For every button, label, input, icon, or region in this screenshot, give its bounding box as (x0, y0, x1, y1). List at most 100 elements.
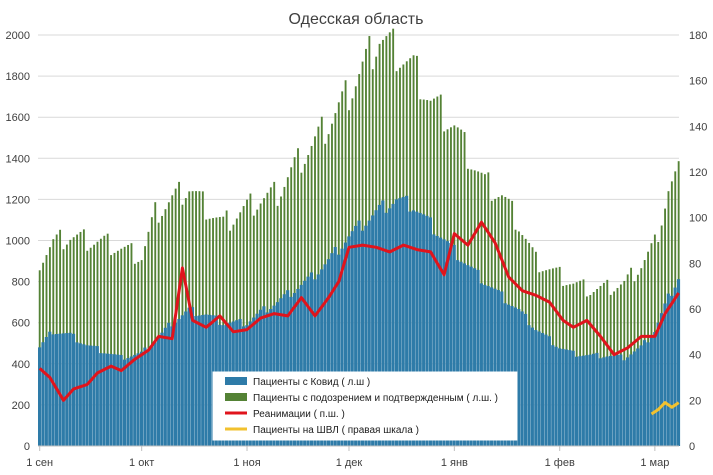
bar-suspected (164, 209, 167, 446)
bar-covid (184, 311, 188, 446)
bar-covid (456, 260, 460, 446)
bar-covid (95, 346, 99, 446)
bar-covid (394, 199, 398, 446)
bar-covid (415, 211, 419, 446)
bar-covid (439, 237, 443, 446)
y-tick-label-right: 100 (689, 213, 707, 225)
bar-covid (139, 351, 144, 446)
bar-covid (330, 253, 334, 446)
bar-covid (180, 315, 184, 446)
bar-covid (78, 343, 82, 446)
x-tick-label: 1 янв (441, 457, 468, 469)
bar-covid (347, 236, 351, 446)
bar-covid (473, 268, 477, 446)
bar-covid (432, 234, 436, 446)
x-tick-label: 1 сен (26, 457, 53, 469)
bar-covid (360, 230, 365, 446)
bar-covid (105, 353, 110, 446)
bar-covid (156, 337, 161, 446)
bar-covid (153, 342, 157, 446)
bar-covid (656, 322, 660, 446)
legend-swatch (225, 393, 247, 401)
bar-suspected (106, 233, 109, 446)
bar-covid (41, 342, 45, 446)
bar-covid (190, 307, 195, 446)
bar-suspected (110, 255, 113, 446)
bar-covid (357, 220, 361, 446)
bar-covid (364, 225, 368, 446)
bar-covid (574, 356, 579, 446)
bar-suspected (246, 199, 248, 446)
bar-covid (316, 274, 320, 446)
y-tick-label-right: 160 (689, 76, 707, 88)
bar-covid (479, 283, 483, 446)
bar-covid (197, 315, 201, 446)
bar-covid (75, 342, 79, 446)
bar-covid (48, 331, 52, 446)
legend: Пациенты с Ковид ( л.ш ) Пациенты с подоз… (212, 371, 518, 441)
bar-covid (476, 269, 480, 446)
bar-covid (483, 284, 487, 446)
bar-covid (350, 231, 354, 446)
bar-covid (541, 333, 545, 446)
bar-covid (374, 210, 378, 446)
bar-covid (571, 350, 575, 446)
bar-covid (102, 353, 106, 446)
y-tick-label-left: 1200 (6, 194, 30, 206)
bar-covid (632, 351, 636, 446)
bar-covid (629, 354, 633, 446)
bar-covid (282, 294, 286, 446)
bar-covid (299, 284, 303, 446)
y-axis-right: 0 20 40 60 80 100 120 140 160 180 (689, 30, 707, 453)
bar-covid (554, 346, 558, 446)
bar-covid (296, 288, 300, 446)
y-tick-label-left: 400 (12, 359, 30, 371)
bar-covid (187, 307, 191, 446)
bar-covid (99, 353, 103, 446)
bar-covid (309, 272, 314, 446)
bar-covid (194, 316, 198, 446)
bar-covid (591, 353, 596, 446)
bar-covid (445, 241, 449, 446)
y-tick-label-left: 0 (24, 441, 30, 453)
bar-covid (109, 353, 113, 446)
bar-covid (88, 345, 93, 446)
bar-covid (170, 326, 174, 446)
y-tick-label-right: 60 (689, 304, 701, 316)
x-axis: 1 сен 1 окт 1 ноя 1 дек 1 янв 1 фев 1 мар (26, 445, 679, 469)
bar-suspected (76, 234, 79, 446)
y-tick-label-left: 1800 (6, 71, 30, 83)
bar-covid (401, 196, 405, 446)
y-tick-label-left: 200 (12, 400, 30, 412)
bar-covid (207, 314, 212, 446)
line-icu (38, 220, 680, 402)
bar-covid (653, 332, 657, 446)
series-lines (38, 220, 680, 416)
bar-covid (418, 212, 422, 446)
bar-covid (649, 337, 653, 446)
bar-covid (625, 357, 630, 446)
bar-suspected (82, 229, 85, 446)
bar-covid (326, 259, 331, 446)
x-tick-label: 1 фев (545, 457, 575, 469)
bar-covid (116, 354, 120, 446)
y-tick-label-left: 1600 (6, 112, 30, 124)
bar-covid (452, 244, 456, 446)
bar-suspected (249, 193, 252, 446)
bar-covid (398, 198, 402, 446)
y-tick-label-right: 0 (689, 441, 695, 453)
bar-covid (490, 287, 494, 446)
y-tick-label-right: 120 (689, 167, 707, 179)
legend-box (212, 371, 518, 441)
bar-covid (581, 355, 585, 446)
bar-covid (51, 334, 55, 446)
bar-covid (602, 357, 606, 446)
bar-covid (133, 354, 137, 446)
bar-covid (313, 279, 317, 446)
y-tick-label-left: 1000 (6, 236, 30, 248)
bar-covid (564, 349, 568, 446)
bar-covid (143, 347, 147, 446)
bar-covid (119, 354, 123, 446)
bar-covid (585, 355, 589, 446)
bar-covid (44, 337, 48, 446)
